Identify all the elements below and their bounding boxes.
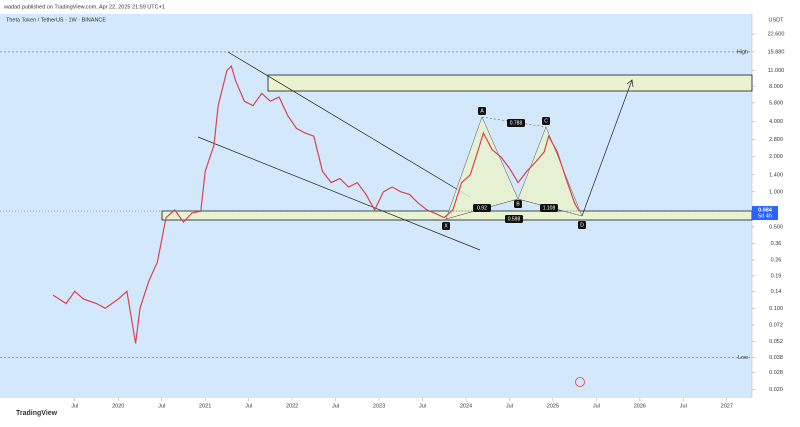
y-tick-label: 0.072 (769, 322, 783, 328)
y-tick-label: 0.028 (769, 370, 783, 376)
brand: TradingView (16, 410, 58, 417)
ratio-box (540, 204, 558, 212)
ratio-box (473, 204, 491, 212)
y-tick-label: 4.000 (769, 119, 783, 125)
x-tick-label: Jul (419, 403, 426, 409)
y-tick-label: 0.36 (771, 241, 782, 247)
ratio-box (505, 215, 523, 223)
y-tick-label: 0.100 (769, 306, 783, 312)
countdown: 5d 4h (758, 214, 772, 220)
y-tick-label: 0.500 (769, 224, 783, 230)
low-label: Low (738, 355, 748, 361)
x-tick-label: Jul (593, 403, 600, 409)
channel-lower (197, 136, 481, 251)
x-tick-label: Jul (158, 403, 165, 409)
x-tick-label: Jul (71, 403, 78, 409)
y-tick-label: 22.600 (768, 32, 785, 38)
x-tick-label: 2020 (112, 403, 124, 409)
drawings (161, 51, 753, 387)
pattern-xbd (445, 198, 583, 220)
pattern-point: X (444, 223, 448, 229)
pattern-point: D (580, 222, 584, 228)
pattern-point-box (442, 222, 450, 230)
ratio-label: 0.598 (508, 216, 521, 222)
pattern-point-box (514, 200, 522, 208)
x-tick-label: 2021 (199, 403, 211, 409)
pattern-point: B (516, 201, 520, 207)
pattern-point-box (478, 107, 486, 115)
y-tick-label: 5.800 (769, 100, 783, 106)
x-tick-label: Jul (506, 403, 513, 409)
high-label: High (737, 49, 748, 55)
y-tick-label: 0.020 (769, 387, 783, 393)
channel-upper (227, 51, 471, 198)
pattern-point: C (544, 118, 548, 124)
event-icon (575, 377, 585, 387)
y-tick-label: 8.000 (769, 84, 783, 90)
x-tick-label: Jul (332, 403, 339, 409)
y-tick-label: 15.880 (768, 49, 785, 55)
x-tick-label: 2024 (460, 403, 472, 409)
y-unit: USDT (769, 17, 785, 23)
pattern-point: A (480, 108, 484, 114)
pattern-point-box (542, 117, 550, 125)
ratio-label: 0.92 (477, 205, 487, 211)
ratio-label: 0.788 (510, 120, 523, 126)
x-tick-label: 2026 (634, 403, 646, 409)
chart-title: Theta Token / TetherUS · 1W · BINANCE (6, 17, 106, 23)
y-tick-label: 2.800 (769, 137, 783, 143)
last-price-box (752, 206, 778, 221)
x-tick-label: Jul (680, 403, 687, 409)
x-tick-label: Jul (245, 403, 252, 409)
x-tick-label: 2025 (547, 403, 559, 409)
y-tick-label: 1.000 (769, 189, 783, 195)
x-tick-label: 2022 (286, 403, 298, 409)
y-tick-label: 0.052 (769, 339, 783, 345)
x-tick-label: 2027 (721, 403, 733, 409)
y-tick-label: 0.26 (771, 257, 782, 263)
price-line (52, 64, 580, 344)
ratio-label: 1.108 (543, 205, 556, 211)
publisher: wadad published on TradingView.com, Apr … (3, 4, 165, 10)
pattern-point-box (578, 221, 586, 229)
y-tick-label: 1.400 (769, 172, 783, 178)
y-tick-label: 11.000 (768, 68, 784, 74)
resistance-zone (267, 74, 753, 92)
projection-arrow (581, 79, 633, 217)
y-tick-label: 0.14 (771, 289, 782, 295)
y-tick-label: 2.000 (769, 154, 783, 160)
ratio-box (507, 119, 525, 127)
x-tick-label: 2023 (373, 403, 385, 409)
y-tick-label: 0.038 (769, 355, 783, 361)
y-tick-label: 0.19 (771, 273, 782, 279)
arrow-head (626, 79, 634, 88)
last-price-label: 0.684 (758, 208, 773, 214)
